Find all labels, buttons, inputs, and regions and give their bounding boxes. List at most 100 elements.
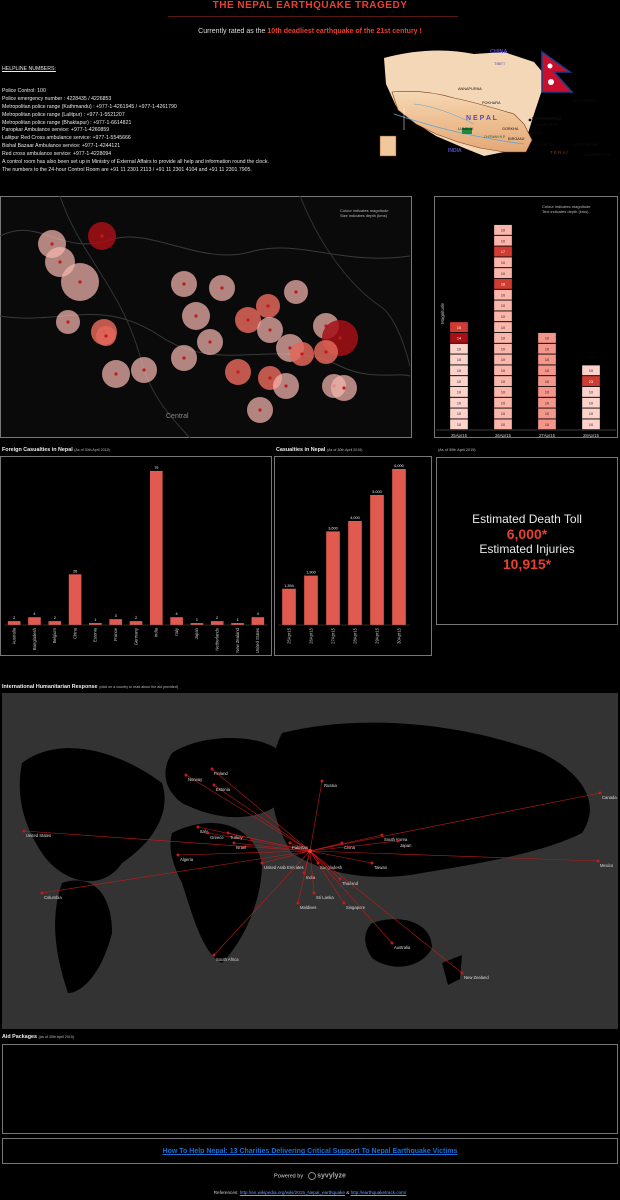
- bar: [282, 588, 296, 625]
- country-label[interactable]: Turkey: [230, 835, 244, 840]
- location-pin-icon: [182, 356, 186, 360]
- bar: [150, 470, 163, 625]
- depth-label: 10: [545, 337, 549, 341]
- location-pin-icon: [78, 280, 82, 284]
- brand-name[interactable]: syvylyze: [317, 1172, 346, 1180]
- country-label[interactable]: Mexico: [600, 863, 614, 868]
- nepal-casualties-chart: 1,394 25Apr15 1,900 26Apr15 3,600 27Apr15 4,00…: [274, 456, 432, 656]
- category-tick-label: 29Apr15: [374, 627, 379, 644]
- country-label[interactable]: Greece: [210, 835, 224, 840]
- aid-arc: [309, 840, 399, 852]
- location-pin-icon: [208, 340, 212, 344]
- country-marker[interactable]: [380, 833, 384, 837]
- depth-label: 10: [501, 315, 505, 319]
- depth-label: 10: [501, 229, 505, 233]
- country-marker[interactable]: [210, 767, 214, 771]
- country-marker[interactable]: [312, 891, 316, 895]
- bar: [326, 531, 340, 625]
- country-label[interactable]: Maldives: [300, 905, 317, 910]
- depth-label: 10: [545, 412, 549, 416]
- country-marker[interactable]: [40, 891, 44, 895]
- country-marker[interactable]: [260, 861, 264, 865]
- aid-arcs[interactable]: Norway Finland Estonia Russia Canada United S…: [22, 767, 618, 981]
- country-label[interactable]: Singapore: [346, 905, 366, 910]
- country-label[interactable]: Italy: [200, 829, 209, 834]
- location-pin-icon: [104, 334, 108, 338]
- country-marker[interactable]: [320, 779, 324, 783]
- country-label[interactable]: Algeria: [180, 857, 194, 862]
- country-marker[interactable]: [598, 791, 602, 795]
- charity-link[interactable]: How To Help Nepal: 13 Charities Deliveri…: [162, 1148, 458, 1155]
- helpline-line: A control room has also been set up in M…: [2, 159, 269, 166]
- country-label[interactable]: India: [306, 875, 316, 880]
- country-label[interactable]: Finland: [214, 771, 228, 776]
- country-label[interactable]: New Zealand: [464, 975, 489, 980]
- quake-bubbles[interactable]: [38, 222, 358, 423]
- country-marker[interactable]: [288, 841, 292, 845]
- country-label[interactable]: Norway: [188, 777, 203, 782]
- country-marker[interactable]: [184, 773, 188, 777]
- bar-value-label: 1: [196, 618, 198, 622]
- river-line: [413, 103, 475, 125]
- depth-label: 10: [545, 347, 549, 351]
- country-label[interactable]: Taiwan: [374, 865, 388, 870]
- ref-link-earthquaketrack[interactable]: http://earthquaketrack.com/: [350, 1190, 407, 1195]
- world-map-title: International Humanitarian Response (cli…: [2, 684, 178, 690]
- category-tick-label: France: [113, 627, 118, 641]
- nepal-bars: 1,394 25Apr15 1,900 26Apr15 3,600 27Apr15 4,00…: [278, 464, 410, 644]
- country-label[interactable]: Bangladesh: [320, 865, 343, 870]
- country-marker[interactable]: [212, 953, 216, 957]
- river-line: [393, 113, 525, 145]
- country-marker[interactable]: [196, 825, 200, 829]
- country-marker[interactable]: [22, 829, 26, 833]
- depth-label: 10: [589, 401, 593, 405]
- magnitude-depth-chart: Colour indicates magnitude Text indicate…: [434, 196, 618, 438]
- helpline-line: Lalitpur Red Cross ambulance service: +9…: [2, 135, 131, 142]
- country-marker[interactable]: [390, 941, 394, 945]
- country-marker[interactable]: [338, 877, 342, 881]
- country-marker[interactable]: [212, 783, 216, 787]
- country-marker[interactable]: [596, 859, 600, 863]
- country-label[interactable]: Israel: [236, 845, 246, 850]
- birganj-label: BIRGANJ: [508, 137, 525, 141]
- magnitude-cell: [449, 408, 469, 419]
- country-label[interactable]: Japan: [400, 843, 412, 848]
- country-marker[interactable]: [296, 901, 300, 905]
- depth-label: 10: [589, 369, 593, 373]
- country-marker[interactable]: [460, 971, 464, 975]
- country-label[interactable]: Sri Lanka: [316, 895, 334, 900]
- new-zealand: [442, 955, 462, 985]
- country-label[interactable]: South Korea: [384, 837, 408, 842]
- country-label[interactable]: Russia: [324, 783, 337, 788]
- toll-note: (As of 30th April 2015): [438, 448, 476, 452]
- country-label[interactable]: United Arab Emirates: [264, 865, 304, 870]
- country-label[interactable]: Estonia: [216, 787, 231, 792]
- country-marker[interactable]: [396, 839, 400, 843]
- country-label[interactable]: China: [344, 845, 356, 850]
- country-label[interactable]: United States: [26, 833, 51, 838]
- country-label[interactable]: Columbia: [44, 895, 62, 900]
- references: References: http://en.wikipedia.org/wiki…: [213, 1190, 407, 1195]
- country-marker[interactable]: [232, 841, 236, 845]
- country-marker[interactable]: [176, 853, 180, 857]
- country-marker[interactable]: [370, 861, 374, 865]
- country-marker[interactable]: [206, 831, 210, 835]
- country-label[interactable]: Australia: [394, 945, 411, 950]
- tibet-label: TIBET: [494, 61, 506, 66]
- country-label[interactable]: South Africa: [216, 957, 239, 962]
- magnitude-cell: [449, 375, 469, 387]
- bar-value-label: 1,394: [284, 584, 294, 588]
- bar: [68, 574, 82, 625]
- ref-link-wikipedia[interactable]: http://en.wikipedia.org/wiki/2015_Nepal_…: [239, 1190, 345, 1195]
- depth-label: 10: [501, 391, 505, 395]
- country-label[interactable]: Pakistan: [292, 845, 309, 850]
- everest-label: MT. EVEREST: [574, 99, 600, 103]
- depth-label: 10: [501, 261, 505, 265]
- country-label[interactable]: Canada: [602, 795, 617, 800]
- earthquake-bubble-map[interactable]: Colour indicates magnitude Size indicate…: [0, 196, 412, 438]
- magnitude-cell: [493, 267, 513, 279]
- humanitarian-response-map[interactable]: Norway Finland Estonia Russia Canada United S…: [2, 693, 618, 1029]
- country-marker[interactable]: [226, 831, 230, 835]
- depth-label: 10: [501, 337, 505, 341]
- country-marker[interactable]: [342, 901, 346, 905]
